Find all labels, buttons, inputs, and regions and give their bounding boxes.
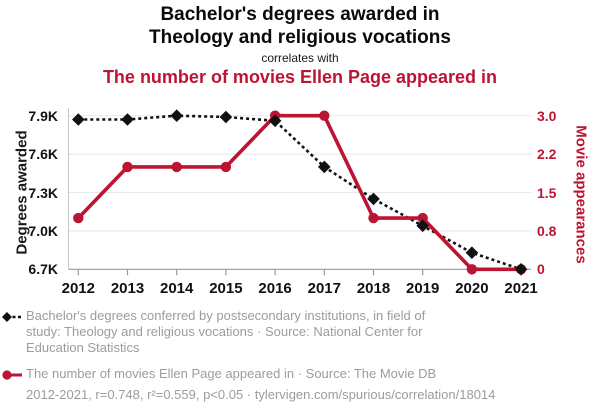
y-axis-tick-label-right: 2.2 [537, 146, 557, 163]
chart-title-line2: Theology and religious vocations [149, 27, 451, 48]
legend-text-degrees: Bachelor's degrees conferred by postseco… [26, 308, 426, 355]
diamond-dashed-line-icon [2, 308, 22, 328]
x-axis-tick-label: 2012 [61, 280, 95, 297]
degrees-line [78, 114, 522, 271]
movies-data-point [220, 161, 232, 173]
movies-data-point [466, 264, 478, 275]
movies-data-point [122, 161, 133, 173]
stats-footer: 2012-2021, r=0.748, r²=0.559, p<0.05 · t… [26, 387, 496, 402]
degrees-data-point [72, 113, 85, 126]
legend-entry-movies: The number of movies Ellen Page appeared… [2, 366, 436, 386]
y-axis-tick-label-left: 7.6K [28, 146, 58, 163]
x-axis-tick-label: 2018 [356, 280, 391, 297]
x-axis-tick-label: 2020 [455, 280, 489, 297]
correlates-with-text: correlates with [261, 51, 339, 65]
x-axis-tick-label: 2019 [406, 280, 440, 297]
chart-title: Bachelor's degrees awarded in Theology a… [0, 3, 600, 49]
y-axis-tick-label-right: 3.0 [537, 107, 557, 124]
movies-data-point [171, 161, 182, 173]
degrees-data-point [219, 110, 233, 124]
y-axis-tick-label-right: 1.5 [537, 184, 557, 201]
x-axis-tick-label: 2021 [504, 280, 538, 297]
legend-entry-degrees: Bachelor's degrees conferred by postseco… [2, 308, 446, 356]
legend-text-movies: The number of movies Ellen Page appeared… [26, 366, 437, 381]
movies-data-point [368, 212, 379, 224]
y-axis-tick-label-right: 0 [537, 261, 545, 278]
degrees-data-point [367, 192, 380, 206]
degrees-data-point [170, 109, 183, 122]
chart-title-line1: Bachelor's degrees awarded in [160, 4, 440, 25]
y-axis-tick-label-left: 6.7K [28, 261, 58, 278]
chart-subtitle: The number of movies Ellen Page appeared… [102, 67, 498, 87]
degrees-data-point [318, 160, 331, 174]
y-axis-tick-label-left: 7.3K [28, 184, 58, 201]
y-axis-tick-label-left: 7.0K [28, 222, 58, 239]
movies-data-point [417, 212, 428, 224]
x-axis-tick-label: 2014 [160, 280, 194, 297]
y-axis-tick-label-left: 7.9K [28, 107, 58, 124]
movies-data-point [73, 212, 84, 224]
degrees-data-point [268, 114, 282, 128]
movies-line [77, 113, 522, 272]
degrees-data-point [465, 246, 479, 259]
x-axis-tick-label: 2015 [209, 280, 243, 297]
x-axis-tick-label: 2013 [110, 280, 145, 297]
movies-data-point [319, 110, 330, 121]
circle-solid-line-icon [2, 366, 22, 386]
x-axis-tick-label: 2016 [258, 280, 292, 297]
degrees-data-point [121, 113, 134, 126]
degrees-data-point [514, 263, 528, 276]
y-axis-tick-label-right: 0.8 [537, 222, 557, 239]
x-axis-tick-label: 2017 [307, 280, 341, 297]
plot-area [68, 108, 531, 276]
